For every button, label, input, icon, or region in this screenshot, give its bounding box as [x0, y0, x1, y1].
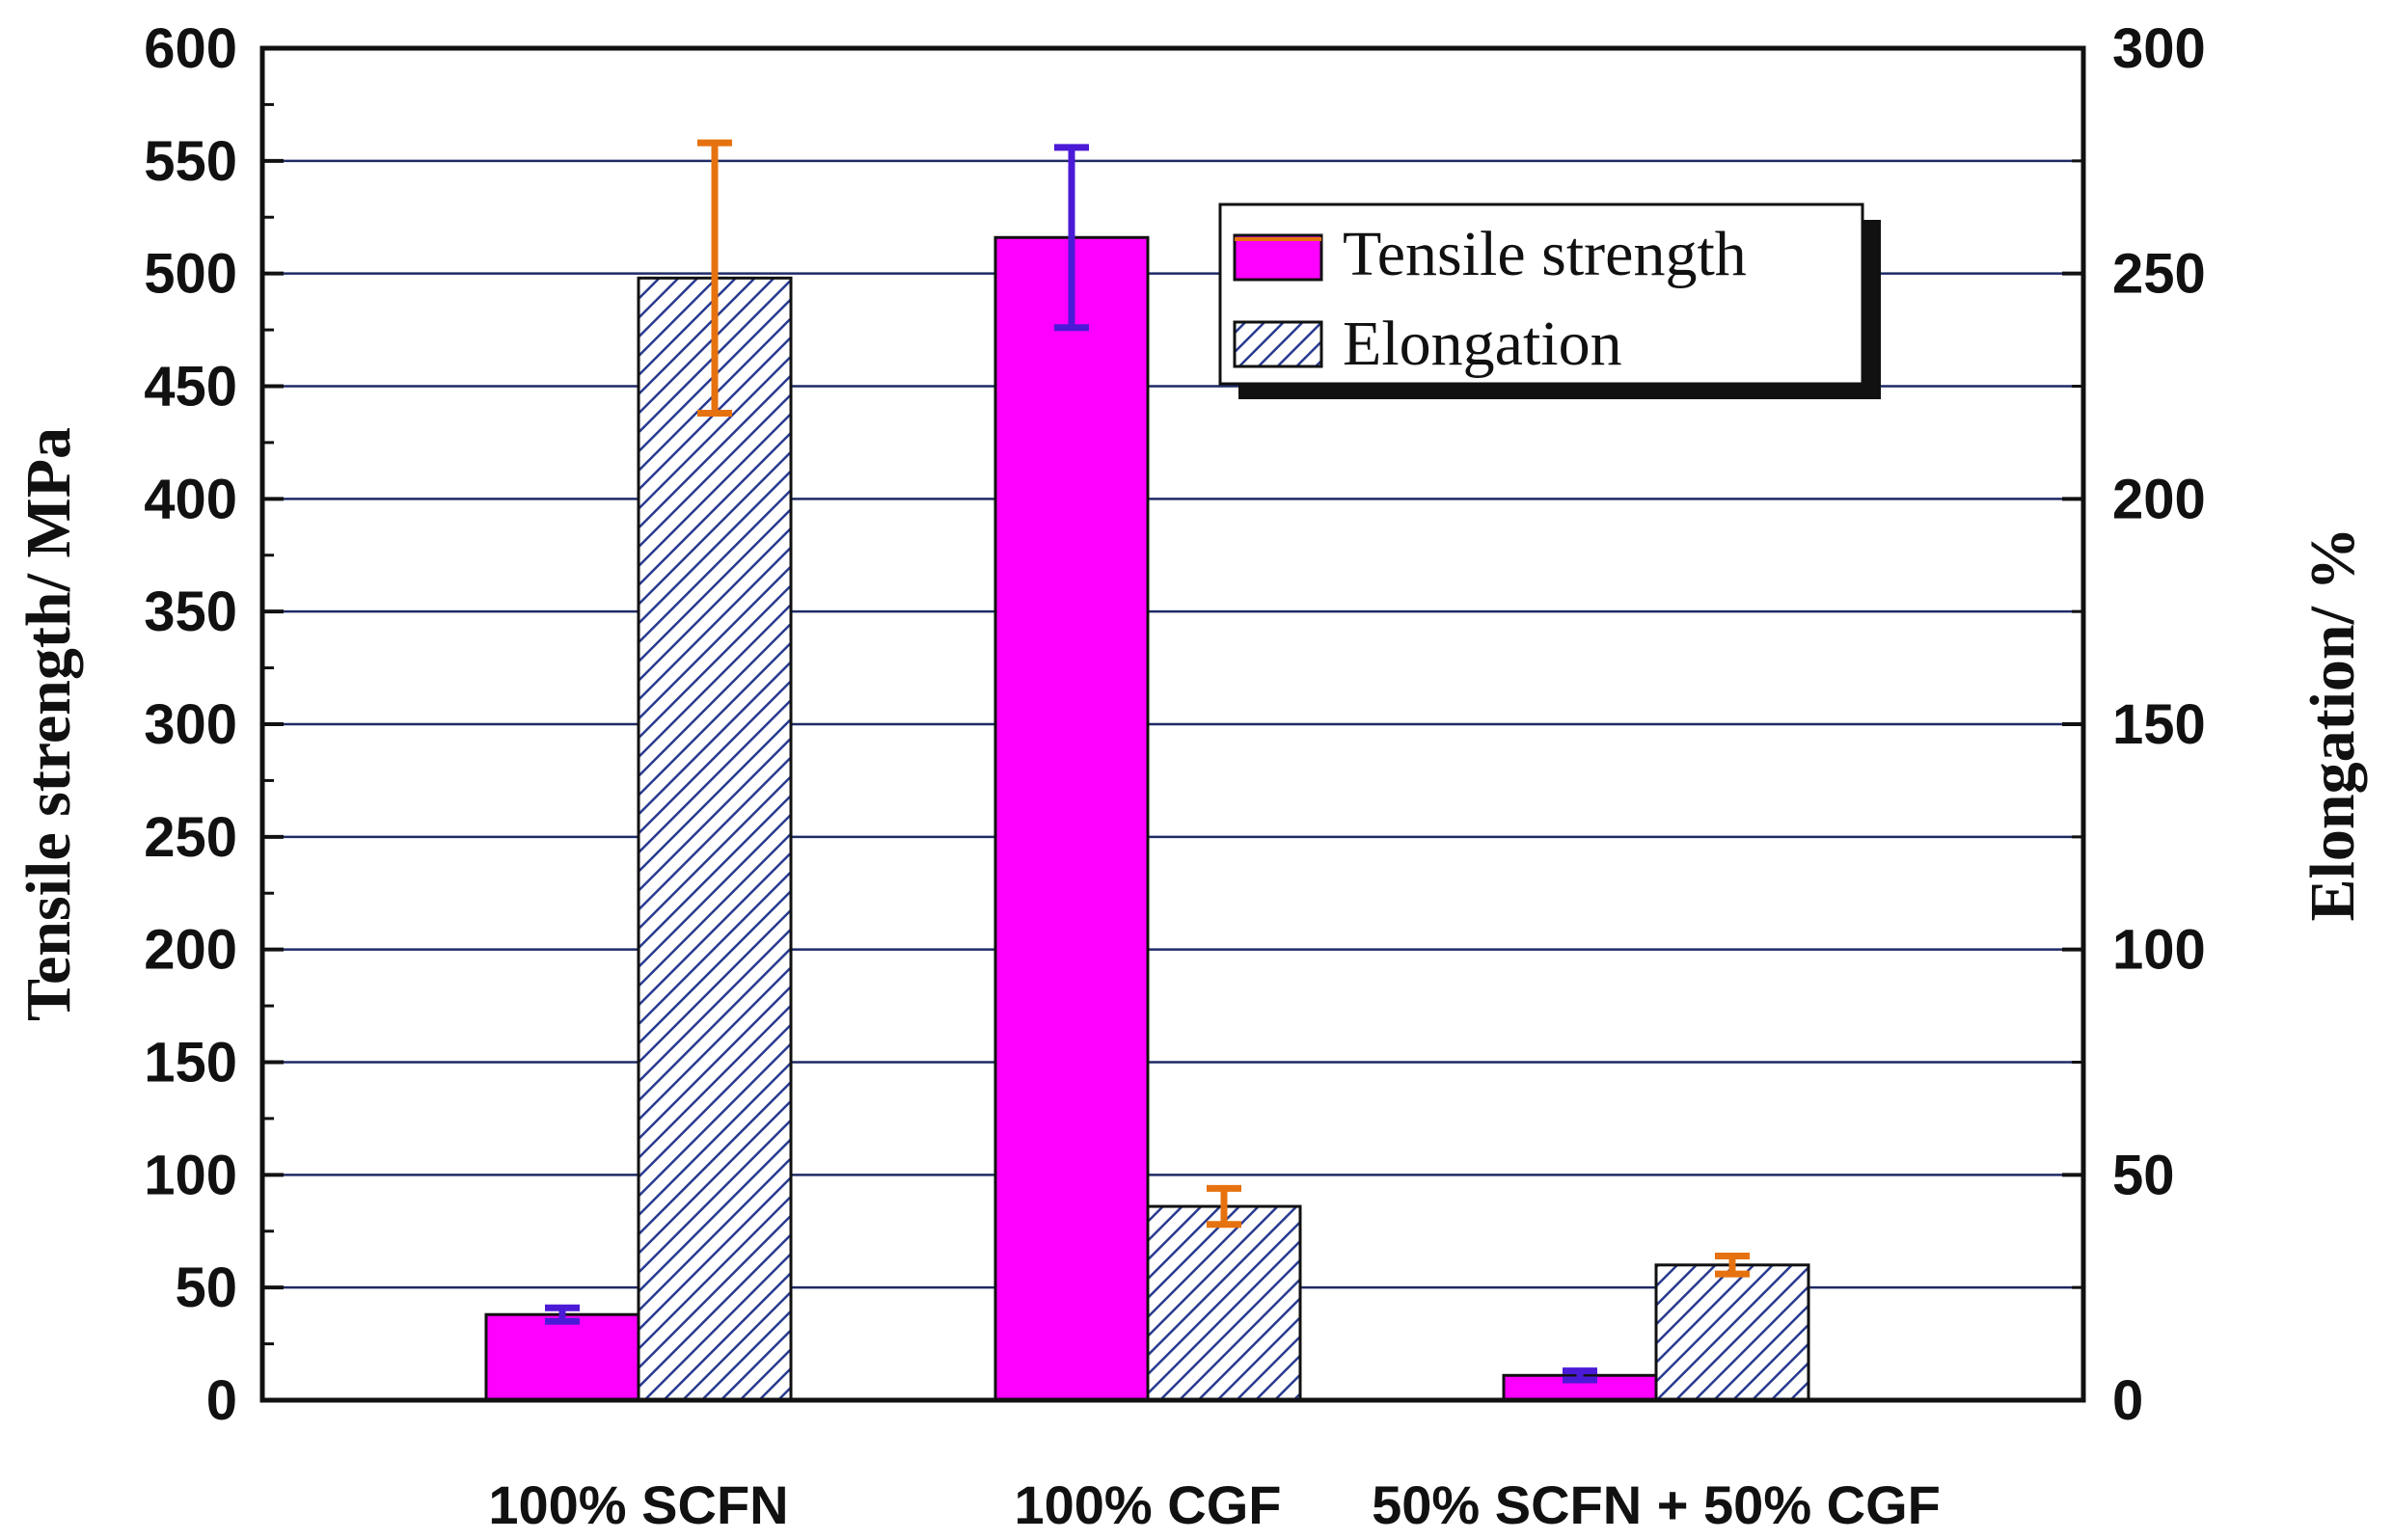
- y2-tick-label: 250: [2112, 243, 2206, 306]
- y-tick-label: 600: [144, 17, 237, 80]
- y-tick-label: 250: [144, 806, 237, 869]
- y-tick-label: 450: [144, 356, 237, 419]
- category-labels: 100% SCFN 100% CGF 50% SCFN + 50% CGF: [488, 1474, 1940, 1535]
- y2-axis-title: Elongation/ %: [2298, 527, 2368, 922]
- y2-tick-label: 50: [2112, 1144, 2175, 1206]
- legend-label-elongation: Elongation: [1343, 309, 1622, 379]
- bar-elongation: [1146, 1204, 1302, 1402]
- legend-box: [1218, 203, 1864, 386]
- y-tick-label: 300: [144, 693, 237, 756]
- bar-tensile-strength: [484, 1312, 640, 1402]
- y-tick-label: 350: [144, 581, 237, 643]
- legend-swatch-tensile: [1233, 233, 1323, 282]
- y-tick-label: 400: [144, 468, 237, 530]
- y-tick-label: 100: [144, 1144, 237, 1206]
- y2-tick-label: 0: [2112, 1369, 2143, 1432]
- x-category-label: 50% SCFN + 50% CGF: [1372, 1474, 1941, 1535]
- y-tick-label: 0: [206, 1369, 237, 1432]
- y2-tick-label: 150: [2112, 693, 2206, 756]
- legend-swatch-elongation: [1233, 320, 1323, 368]
- y-tick-label: 500: [144, 243, 237, 306]
- y2-tick-label: 200: [2112, 468, 2206, 530]
- right-axis: 0 50 100 150 200 250 300: [2062, 17, 2206, 1432]
- left-axis: 0 50 100 150 200 250 300 350 400 450 500 550 600: [144, 17, 284, 1432]
- bar-tensile-strength: [993, 235, 1150, 1402]
- bar-elongation: [1654, 1263, 1810, 1402]
- x-category-label: 100% CGF: [1015, 1474, 1282, 1535]
- y2-tick-label: 300: [2112, 17, 2206, 80]
- y2-tick-label: 100: [2112, 919, 2206, 982]
- bar-elongation: [637, 276, 793, 1402]
- error-bars: [545, 139, 1750, 1384]
- legend-label-tensile: Tensile strength: [1343, 219, 1747, 289]
- bars: [484, 235, 1810, 1402]
- x-category-label: 100% SCFN: [488, 1474, 788, 1535]
- y-tick-label: 200: [144, 919, 237, 982]
- y-tick-label: 50: [175, 1256, 237, 1319]
- y-axis-title: Tensile strength/ MPa: [14, 427, 84, 1021]
- y-tick-label: 150: [144, 1032, 237, 1094]
- y-tick-label: 550: [144, 130, 237, 193]
- legend: Tensile strength Elongation: [1218, 203, 1881, 399]
